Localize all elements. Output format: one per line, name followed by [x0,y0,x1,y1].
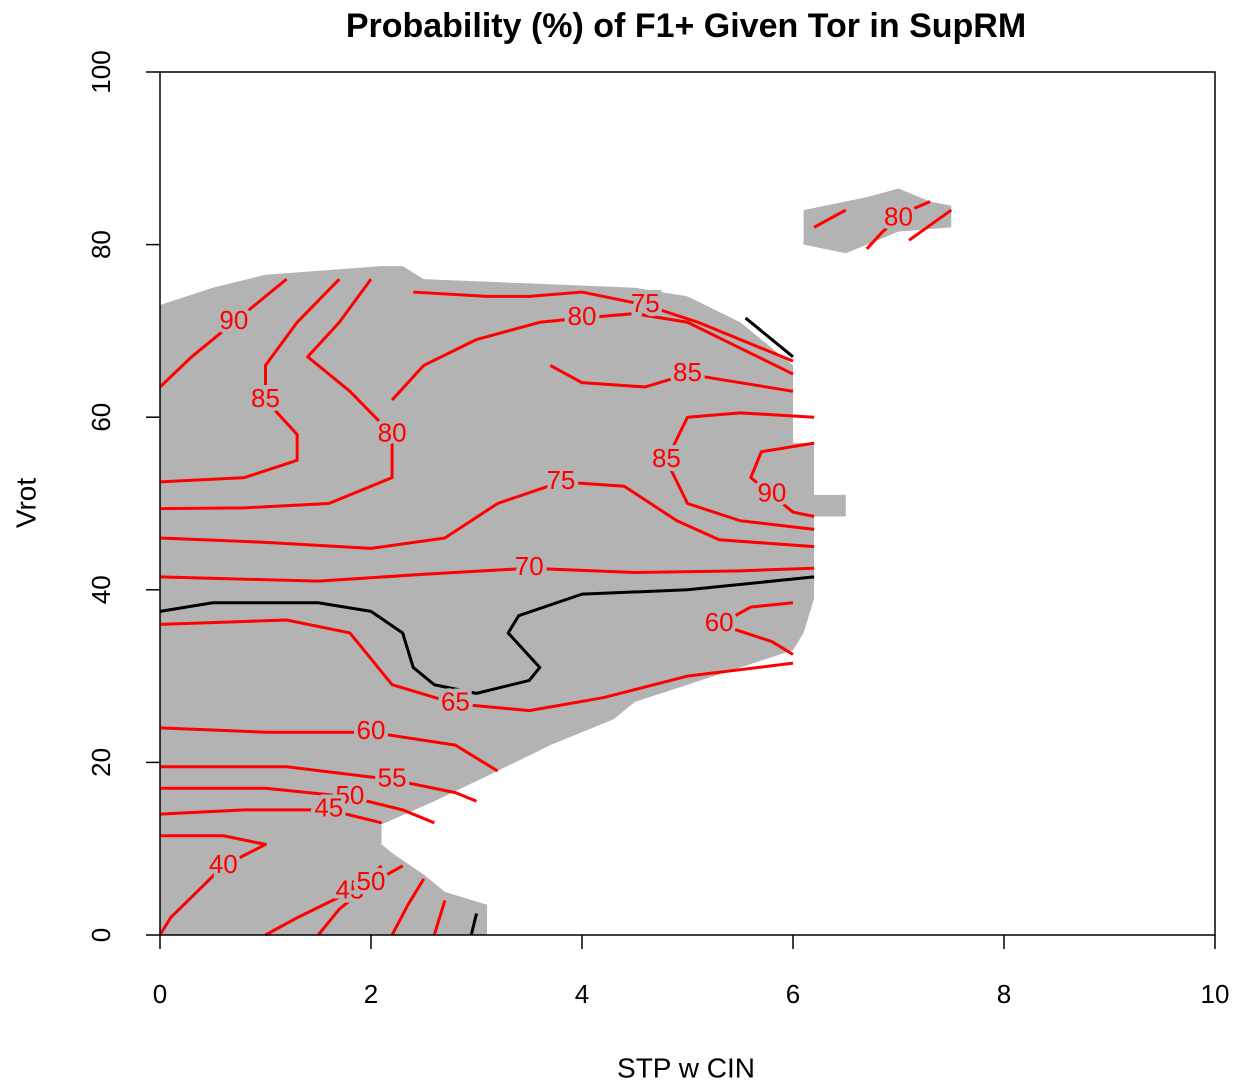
contour-label: 60 [705,607,734,637]
contour-line [865,200,931,250]
y-tick-label: 40 [86,575,116,604]
contour-label: 90 [757,478,786,508]
y-tick-label: 100 [86,50,116,93]
contour-line [908,208,953,242]
x-tick-label: 4 [575,979,589,1009]
contour-line [159,566,815,583]
contour-line [390,312,794,401]
contour-label: 90 [219,305,248,335]
contour-line [749,441,815,518]
region [803,188,952,254]
contour-line [390,878,426,936]
x-tick-label: 0 [153,979,167,1009]
region [160,266,846,935]
contour-label: 85 [652,443,681,473]
contour-label: 85 [673,357,702,387]
y-tick-label: 0 [86,928,116,942]
contour-line [158,277,288,389]
contour-label: 65 [441,687,470,717]
contour-label: 45 [314,793,343,823]
contour-label: 50 [335,780,364,810]
x-tick-label: 10 [1201,979,1230,1009]
contour-line [744,316,794,358]
y-tick-label: 60 [86,403,116,432]
contour-line [469,913,478,936]
x-tick-label: 8 [997,979,1011,1009]
contour-line [159,618,794,713]
contour-line [664,411,815,531]
contour-label: 40 [209,849,238,879]
contour-label: 50 [357,866,386,896]
contour-line [158,834,267,936]
contour-line [160,786,435,825]
contour-line [159,278,394,511]
contour-line [813,208,847,229]
contour-line [159,726,499,773]
contour-line [432,900,447,936]
contour-label: 80 [568,301,597,331]
contour-line [717,601,794,656]
contour-label: 55 [378,763,407,793]
y-tick-label: 80 [86,230,116,259]
contour-label: 60 [357,715,386,745]
contour-line [549,364,794,393]
contour-line [413,290,794,363]
contour-label: 45 [335,875,364,905]
x-axis-label: STP w CIN [617,1052,755,1083]
contour-line [159,808,382,825]
y-tick-label: 20 [86,748,116,777]
contour-label: 75 [546,465,575,495]
x-tick-label: 6 [786,979,800,1009]
contour-label: 80 [884,202,913,232]
contour-line [159,480,815,550]
contour-line [160,765,478,803]
contour-line [159,278,341,484]
contour-label: 75 [631,288,660,318]
contour-line [159,575,815,695]
x-tick-label: 2 [364,979,378,1009]
plot-frame [159,71,1216,936]
contour-label: 85 [251,383,280,413]
contour-line [317,864,404,936]
contour-label: 70 [515,551,544,581]
contour-line [264,864,383,937]
contour-label: 80 [378,417,407,447]
y-axis-label: Vrot [10,478,41,529]
chart-title: Probability (%) of F1+ Given Tor in SupR… [346,7,1026,45]
